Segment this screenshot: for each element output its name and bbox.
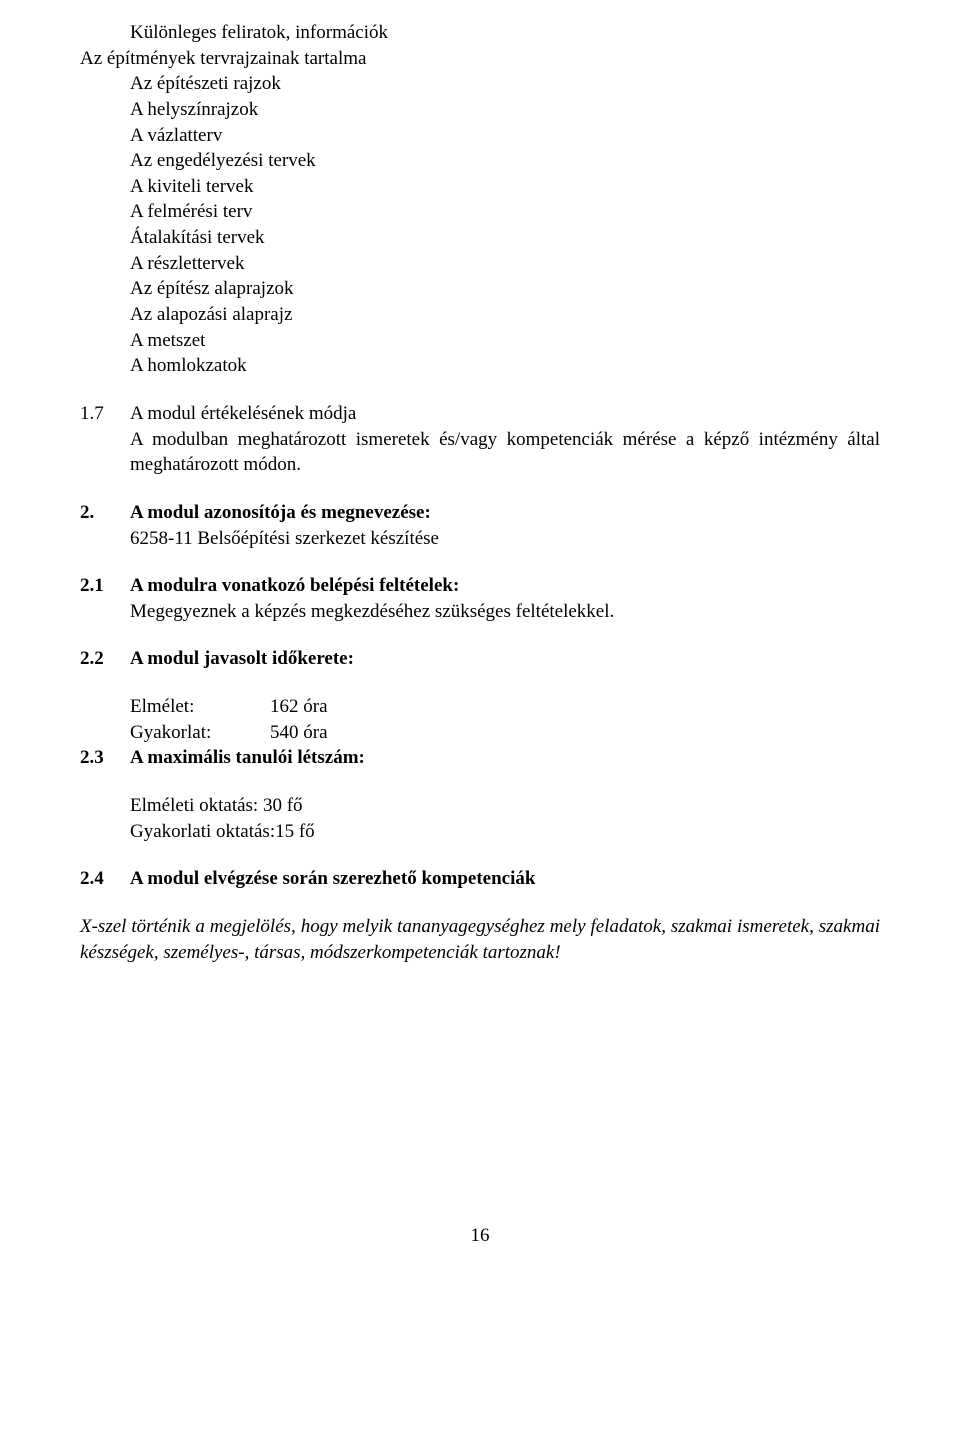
time-table: Elmélet: 162 óra Gyakorlat: 540 óra [130,694,880,745]
section-text: A modulban meghatározott ismeretek és/va… [130,427,880,478]
list-item: A vázlatterv [130,123,880,149]
list-item: A kiviteli tervek [130,174,880,200]
intro-list: Különleges feliratok, információk Az épí… [80,20,880,379]
list-item: Az engedélyezési tervek [130,148,880,174]
section-number: 2.3 [80,745,130,771]
section-number: 1.7 [80,401,130,427]
row-label: Elmélet: [130,694,270,720]
list-item: Különleges feliratok, információk [130,20,880,46]
row-value: 540 óra [270,720,328,746]
section-1-7: 1.7 A modul értékelésének módja A modulb… [80,401,880,478]
section-number: 2. [80,500,130,526]
section-2-2: 2.2 A modul javasolt időkerete: [80,646,880,672]
section-number: 2.2 [80,646,130,672]
section-text: Megegyeznek a képzés megkezdéséhez szüks… [130,599,880,625]
section-2-3: 2.3 A maximális tanulói létszám: [80,745,880,771]
section-title: A modul javasolt időkerete: [130,646,880,672]
list-item: A metszet [130,328,880,354]
list-item: Gyakorlati oktatás:15 fő [130,819,880,845]
list-item: Az építészeti rajzok [130,71,880,97]
section-title: A modulra vonatkozó belépési feltételek: [130,573,880,599]
section-title: A modul azonosítója és megnevezése: [130,500,880,526]
class-size-list: Elméleti oktatás: 30 fő Gyakorlati oktat… [130,793,880,844]
list-item: Elméleti oktatás: 30 fő [130,793,880,819]
list-item: A felmérési terv [130,199,880,225]
row-value: 162 óra [270,694,328,720]
list-item: Az építmények tervrajzainak tartalma [80,46,880,72]
document-page: Különleges feliratok, információk Az épí… [0,0,960,1287]
list-item: Az építész alaprajzok [130,276,880,302]
section-number: 2.1 [80,573,130,599]
section-2: 2. A modul azonosítója és megnevezése: 6… [80,500,880,551]
table-row: Gyakorlat: 540 óra [130,720,880,746]
section-text: X-szel történik a megjelölés, hogy melyi… [80,914,880,965]
section-title: A maximális tanulói létszám: [130,745,880,771]
list-item: Átalakítási tervek [130,225,880,251]
list-item: A helyszínrajzok [130,97,880,123]
section-title: A modul értékelésének módja [130,401,880,427]
row-label: Gyakorlat: [130,720,270,746]
list-item: Az alapozási alaprajz [130,302,880,328]
section-2-4: 2.4 A modul elvégzése során szerezhető k… [80,866,880,892]
section-2-1: 2.1 A modulra vonatkozó belépési feltéte… [80,573,880,624]
section-2-4-body: X-szel történik a megjelölés, hogy melyi… [80,914,880,965]
list-item: A részlettervek [130,251,880,277]
table-row: Elmélet: 162 óra [130,694,880,720]
section-number: 2.4 [80,866,130,892]
page-number: 16 [80,1225,880,1247]
section-title: A modul elvégzése során szerezhető kompe… [130,866,880,892]
section-text: 6258-11 Belsőépítési szerkezet készítése [130,526,880,552]
list-item: A homlokzatok [130,353,880,379]
